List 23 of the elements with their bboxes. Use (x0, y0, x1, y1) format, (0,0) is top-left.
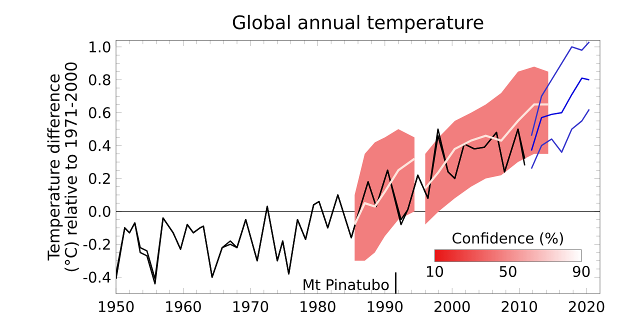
y-tick-label: -0.4 (83, 272, 110, 283)
y-tick-label: 0.4 (88, 140, 110, 152)
x-tick-label: 2000 (434, 301, 470, 312)
x-tick-label: 1950 (98, 301, 134, 312)
y-tick-label: 0.8 (88, 74, 110, 86)
y-axis-title: Temperature difference (°C) relative to 1971-2000 (47, 62, 79, 272)
x-tick-label: 1970 (233, 301, 268, 312)
y-tick-label: -0.2 (83, 238, 110, 250)
annotation: Confidence (%) (452, 232, 563, 246)
ref-line-label: Mt Pinatubo (304, 278, 389, 290)
chart-title: Global annual temperature (232, 14, 484, 33)
x-tick-label: 2010 (502, 301, 537, 312)
annotation: 10 (426, 266, 444, 278)
x-tick-label: 1960 (166, 301, 201, 312)
x-tick-label: 2020 (568, 301, 604, 312)
x-tick-label: 1990 (368, 301, 403, 312)
annotation: 50 (500, 266, 516, 278)
y-tick-label: 1.0 (90, 41, 110, 52)
y-tick-label: 0.0 (88, 206, 110, 217)
x-tick-label: 1980 (300, 301, 336, 312)
y-tick-label: 0.6 (88, 107, 110, 118)
y-tick-label: 0.2 (88, 172, 110, 184)
annotation: 90 (572, 266, 590, 278)
